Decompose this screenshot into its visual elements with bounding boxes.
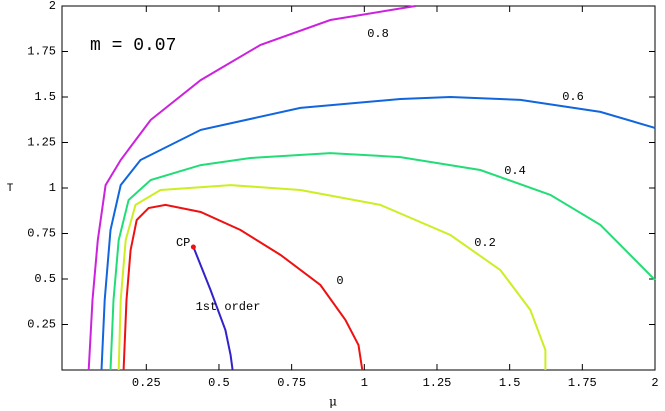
- curve: [192, 246, 234, 371]
- chart-title: m = 0.07: [90, 36, 176, 56]
- y-tick-label: 1: [49, 181, 56, 195]
- curve: [122, 203, 364, 371]
- curve-label: 0.6: [562, 90, 584, 104]
- x-tick-label: 2: [651, 376, 658, 390]
- y-axis-label: T: [7, 183, 14, 195]
- x-tick-label: 0.75: [277, 376, 306, 390]
- curve-label: 0.8: [367, 27, 389, 41]
- curve-label: 0.4: [504, 164, 526, 178]
- critical-point-label: CP: [176, 236, 190, 250]
- plot-frame: [61, 5, 656, 371]
- x-tick-label: 0.5: [208, 376, 230, 390]
- y-tick-label: 1.25: [27, 136, 56, 150]
- curve: [109, 152, 656, 371]
- y-tick-label: 0.5: [34, 272, 56, 286]
- curve: [117, 184, 547, 371]
- x-axis-label: μ: [329, 395, 337, 409]
- y-tick-label: 0.75: [27, 227, 56, 241]
- x-tick-label: 1.25: [423, 376, 452, 390]
- curve-label: 0.2: [474, 236, 496, 250]
- y-tick-label: 1.75: [27, 45, 56, 59]
- y-tick-label: 0.25: [27, 318, 56, 332]
- curve-label: 0: [336, 274, 343, 288]
- x-tick-label: 1: [361, 376, 368, 390]
- curve: [100, 95, 656, 371]
- y-tick-label: 1.5: [34, 90, 56, 104]
- x-tick-label: 0.25: [132, 376, 161, 390]
- x-tick-label: 1.5: [499, 376, 521, 390]
- curve-label: 1st order: [196, 300, 261, 314]
- critical-point: [190, 244, 196, 250]
- curve: [87, 5, 416, 371]
- y-tick-label: 2: [49, 0, 56, 13]
- x-tick-label: 1.75: [568, 376, 597, 390]
